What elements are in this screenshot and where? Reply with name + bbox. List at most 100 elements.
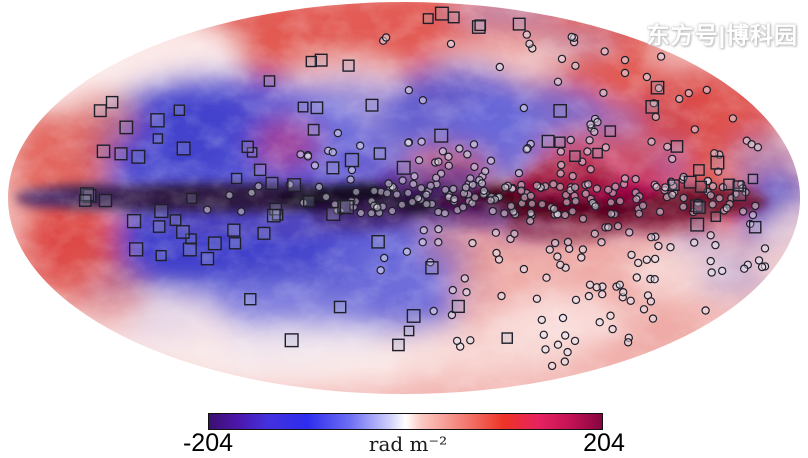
rm-square-marker <box>154 203 169 219</box>
rm-circle-marker <box>613 221 623 231</box>
rm-circle-marker <box>488 206 497 216</box>
rm-square-marker <box>126 213 142 229</box>
rm-circle-marker <box>550 238 560 248</box>
rm-square-marker <box>501 332 514 344</box>
rm-circle-marker <box>314 182 324 192</box>
rm-circle-marker <box>462 288 471 297</box>
colorbar-min-label: -204 <box>182 429 234 457</box>
rm-circle-marker <box>604 222 613 232</box>
rm-square-marker <box>176 225 190 239</box>
rm-circle-marker <box>578 245 588 254</box>
rm-circle-marker <box>486 156 496 165</box>
rm-circle-marker <box>470 193 480 202</box>
rm-circle-marker <box>584 291 594 301</box>
rm-circle-marker <box>519 103 529 113</box>
rm-circle-marker <box>441 185 450 195</box>
rm-square-marker <box>287 178 302 193</box>
rm-square-marker <box>307 123 320 136</box>
rm-circle-marker <box>600 47 609 56</box>
rm-circle-marker <box>757 262 767 272</box>
rm-circle-marker <box>625 228 634 237</box>
rm-circle-marker <box>461 183 471 192</box>
rm-circle-marker <box>463 150 472 159</box>
rm-circle-marker <box>568 207 577 216</box>
rm-circle-marker <box>632 273 642 282</box>
rm-circle-marker <box>650 254 660 264</box>
rm-circle-marker <box>714 167 723 176</box>
rm-square-marker <box>266 208 281 223</box>
rm-circle-marker <box>565 244 574 253</box>
rm-circle-marker <box>403 188 413 198</box>
rm-circle-marker <box>409 179 418 189</box>
rm-circle-marker <box>549 179 558 189</box>
rm-square-marker <box>310 101 324 115</box>
rm-circle-marker <box>634 209 644 218</box>
rm-square-marker <box>693 201 706 214</box>
rm-circle-marker <box>651 112 661 122</box>
rm-circle-marker <box>722 203 732 213</box>
rm-square-marker <box>200 251 215 266</box>
rm-circle-marker <box>715 193 724 203</box>
rm-circle-marker <box>592 184 602 193</box>
rm-circle-marker <box>247 188 256 197</box>
rm-square-marker <box>747 173 759 185</box>
rm-circle-marker <box>500 209 509 218</box>
rm-circle-marker <box>642 255 652 264</box>
rm-square-marker <box>541 134 555 148</box>
rm-circle-marker <box>479 186 489 195</box>
rm-circle-marker <box>468 238 477 248</box>
rm-circle-marker <box>556 147 566 156</box>
rm-circle-marker <box>711 240 720 250</box>
rm-circle-marker <box>517 186 526 195</box>
rm-circle-marker <box>448 285 457 295</box>
rm-circle-marker <box>537 199 547 209</box>
rm-square-marker <box>253 163 267 177</box>
rm-circle-marker <box>525 39 534 49</box>
rm-circle-marker <box>444 152 453 161</box>
rm-circle-marker <box>702 85 712 95</box>
rm-circle-marker <box>553 340 563 349</box>
rm-square-marker <box>569 150 581 163</box>
rm-circle-marker <box>620 68 630 78</box>
rm-square-marker <box>303 195 315 208</box>
rm-circle-marker <box>522 145 531 154</box>
rm-circle-marker <box>591 202 600 211</box>
rm-circle-marker <box>586 165 595 174</box>
rm-circle-marker <box>492 248 501 258</box>
rm-circle-marker <box>738 207 748 216</box>
rm-circle-marker <box>566 135 575 145</box>
rm-square-marker <box>207 236 222 251</box>
rm-square-marker <box>241 140 254 154</box>
rm-circle-marker <box>571 61 580 71</box>
rm-circle-marker <box>556 182 565 192</box>
rm-circle-marker <box>397 200 407 209</box>
rm-circle-marker <box>556 169 565 178</box>
rm-circle-marker <box>583 147 592 156</box>
rm-circle-marker <box>626 296 635 305</box>
rm-circle-marker <box>632 194 641 204</box>
rm-circle-marker <box>455 144 464 153</box>
rm-circle-marker <box>422 190 431 199</box>
rm-square-marker <box>128 242 144 257</box>
rm-circle-marker <box>606 209 616 218</box>
rm-circle-marker <box>611 182 620 191</box>
rm-circle-marker <box>431 173 441 182</box>
rm-circle-marker <box>373 203 382 212</box>
rm-circle-marker <box>571 295 581 305</box>
rm-circle-marker <box>627 250 636 260</box>
rm-circle-marker <box>346 175 355 184</box>
rm-circle-marker <box>449 184 458 194</box>
rm-circle-marker <box>557 160 566 170</box>
rm-circle-marker <box>356 208 366 218</box>
rm-square-marker <box>176 141 191 156</box>
rm-circle-marker <box>254 181 263 191</box>
rm-circle-marker <box>668 154 677 164</box>
rm-circle-marker <box>562 198 571 207</box>
rm-square-marker <box>690 199 703 213</box>
rm-circle-marker <box>556 260 565 269</box>
rm-circle-marker <box>706 256 715 266</box>
rm-circle-marker <box>728 114 738 123</box>
rm-circle-marker <box>532 294 542 303</box>
rm-circle-marker <box>570 183 580 192</box>
